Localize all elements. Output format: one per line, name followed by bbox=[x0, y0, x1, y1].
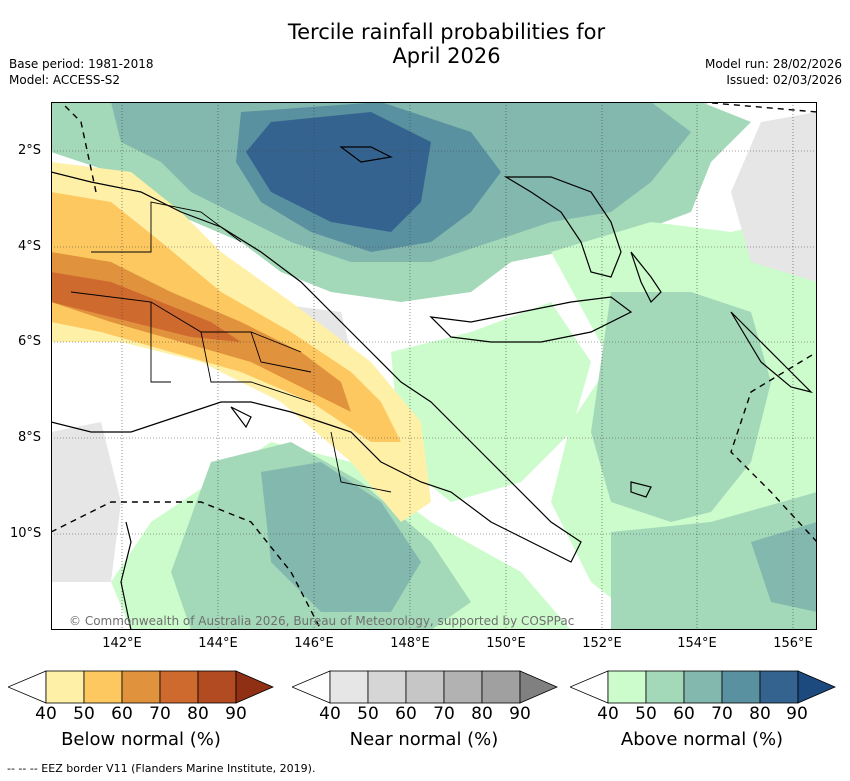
rainfall-probability-map bbox=[51, 102, 817, 630]
cb-swatch bbox=[759, 670, 799, 704]
run-info: Model run: 28/02/2026 Issued: 02/03/2026 bbox=[705, 56, 842, 88]
issued-date: Issued: 02/03/2026 bbox=[726, 73, 842, 87]
lon-label: 144°E bbox=[198, 636, 238, 651]
cb-tick: 90 bbox=[786, 704, 808, 724]
cb-tick: 60 bbox=[673, 704, 695, 724]
province-borders bbox=[70, 201, 392, 493]
near-normal-region-southwest bbox=[51, 422, 121, 582]
cb-tick: 50 bbox=[357, 704, 379, 724]
cb-swatch bbox=[721, 670, 761, 704]
above-normal-region-southeast-core bbox=[751, 522, 817, 612]
model-name: Model: ACCESS-S2 bbox=[9, 73, 121, 87]
copyright-notice: © Commonwealth of Australia 2026, Bureau… bbox=[69, 614, 575, 628]
coastlines bbox=[51, 146, 813, 630]
above-normal-region-north-peak bbox=[246, 112, 431, 232]
cb-swatch bbox=[797, 670, 836, 704]
above-normal-colorbar bbox=[570, 670, 836, 704]
eez-borders bbox=[51, 102, 817, 630]
cb-swatch bbox=[405, 670, 445, 704]
cb-tick: 50 bbox=[73, 704, 95, 724]
cb-swatch bbox=[481, 670, 521, 704]
cb-tick: 50 bbox=[635, 704, 657, 724]
near-normal-colorbar bbox=[292, 670, 558, 704]
model-info: Base period: 1981-2018 Model: ACCESS-S2 bbox=[9, 56, 154, 88]
lat-label: 2°S bbox=[18, 143, 42, 158]
cb-tick: 80 bbox=[749, 704, 771, 724]
near-normal-label: Near normal (%) bbox=[349, 729, 499, 750]
lat-label: 6°S bbox=[18, 334, 42, 349]
lon-label: 148°E bbox=[390, 636, 430, 651]
cb-tick: 40 bbox=[35, 704, 57, 724]
lat-label: 8°S bbox=[18, 430, 42, 445]
cb-swatch bbox=[683, 670, 723, 704]
title-line-2: April 2026 bbox=[392, 44, 501, 68]
above-normal-region-south-core bbox=[261, 462, 421, 612]
below-normal-region-west-peak bbox=[51, 272, 241, 342]
cb-swatch bbox=[121, 670, 161, 704]
lon-label: 152°E bbox=[582, 636, 622, 651]
graticule bbox=[51, 102, 817, 630]
cb-tick: 70 bbox=[149, 704, 171, 724]
cb-tick: 80 bbox=[471, 704, 493, 724]
lon-label: 156°E bbox=[773, 636, 813, 651]
cb-swatch bbox=[443, 670, 483, 704]
cb-tick: 90 bbox=[225, 704, 247, 724]
below-normal-colorbar bbox=[8, 670, 274, 704]
cb-swatch bbox=[607, 670, 647, 704]
above-normal-region-east-inner bbox=[591, 292, 771, 522]
near-normal-region-northeast bbox=[731, 112, 817, 282]
cb-swatch bbox=[329, 670, 369, 704]
lat-label: 10°S bbox=[10, 526, 42, 541]
above-normal-region-southeast bbox=[611, 492, 817, 630]
cb-tick: 40 bbox=[319, 704, 341, 724]
title-line-1: Tercile rainfall probabilities for bbox=[287, 20, 606, 44]
lat-label: 4°S bbox=[18, 239, 42, 254]
lon-label: 142°E bbox=[102, 636, 142, 651]
cb-tick: 60 bbox=[395, 704, 417, 724]
cb-tick: 70 bbox=[433, 704, 455, 724]
above-normal-region-central bbox=[391, 302, 591, 502]
cb-swatch bbox=[197, 670, 237, 704]
cb-swatch bbox=[367, 670, 407, 704]
cb-swatch bbox=[159, 670, 199, 704]
lon-label: 154°E bbox=[677, 636, 717, 651]
cb-tick: 90 bbox=[509, 704, 531, 724]
cb-tick: 70 bbox=[711, 704, 733, 724]
lon-label: 150°E bbox=[486, 636, 526, 651]
map-title: Tercile rainfall probabilities for April… bbox=[0, 20, 850, 68]
lon-label: 146°E bbox=[294, 636, 334, 651]
cb-swatch bbox=[83, 670, 123, 704]
model-run: Model run: 28/02/2026 bbox=[704, 57, 842, 71]
cb-swatch bbox=[519, 670, 558, 704]
eez-legend: -- -- -- EEZ border V11 (Flanders Marine… bbox=[7, 762, 316, 775]
cb-swatch bbox=[645, 670, 685, 704]
cb-tick: 40 bbox=[597, 704, 619, 724]
above-normal-label: Above normal (%) bbox=[620, 729, 784, 750]
cb-swatch bbox=[45, 670, 85, 704]
cb-swatch bbox=[235, 670, 274, 704]
cb-tick: 80 bbox=[187, 704, 209, 724]
cb-tick: 60 bbox=[111, 704, 133, 724]
base-period: Base period: 1981-2018 bbox=[9, 57, 154, 71]
below-normal-label: Below normal (%) bbox=[61, 729, 221, 750]
